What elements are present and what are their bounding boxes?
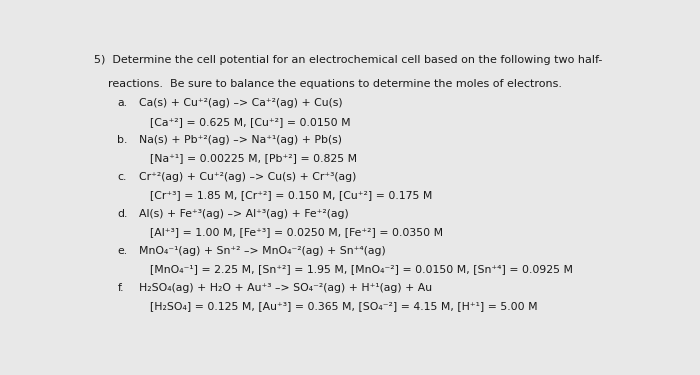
Text: a.: a. — [118, 98, 127, 108]
Text: reactions.  Be sure to balance the equations to determine the moles of electrons: reactions. Be sure to balance the equati… — [94, 79, 562, 89]
Text: H₂SO₄(ag) + H₂O + Au⁺³ –> SO₄⁻²(ag) + H⁺¹(ag) + Au: H₂SO₄(ag) + H₂O + Au⁺³ –> SO₄⁻²(ag) + H⁺… — [139, 283, 432, 293]
Text: Ca(s) + Cu⁺²(ag) –> Ca⁺²(ag) + Cu(s): Ca(s) + Cu⁺²(ag) –> Ca⁺²(ag) + Cu(s) — [139, 98, 343, 108]
Text: [Ca⁺²] = 0.625 M, [Cu⁺²] = 0.0150 M: [Ca⁺²] = 0.625 M, [Cu⁺²] = 0.0150 M — [150, 117, 351, 127]
Text: [Cr⁺³] = 1.85 M, [Cr⁺²] = 0.150 M, [Cu⁺²] = 0.175 M: [Cr⁺³] = 1.85 M, [Cr⁺²] = 0.150 M, [Cu⁺²… — [150, 190, 433, 201]
Text: Na(s) + Pb⁺²(ag) –> Na⁺¹(ag) + Pb(s): Na(s) + Pb⁺²(ag) –> Na⁺¹(ag) + Pb(s) — [139, 135, 342, 146]
Text: f.: f. — [118, 283, 124, 293]
Text: [H₂SO₄] = 0.125 M, [Au⁺³] = 0.365 M, [SO₄⁻²] = 4.15 M, [H⁺¹] = 5.00 M: [H₂SO₄] = 0.125 M, [Au⁺³] = 0.365 M, [SO… — [150, 302, 538, 311]
Text: Cr⁺²(ag) + Cu⁺²(ag) –> Cu(s) + Cr⁺³(ag): Cr⁺²(ag) + Cu⁺²(ag) –> Cu(s) + Cr⁺³(ag) — [139, 172, 356, 182]
Text: c.: c. — [118, 172, 127, 182]
Text: [Al⁺³] = 1.00 M, [Fe⁺³] = 0.0250 M, [Fe⁺²] = 0.0350 M: [Al⁺³] = 1.00 M, [Fe⁺³] = 0.0250 M, [Fe⁺… — [150, 228, 443, 237]
Text: 5)  Determine the cell potential for an electrochemical cell based on the follow: 5) Determine the cell potential for an e… — [94, 55, 603, 65]
Text: Al(s) + Fe⁺³(ag) –> Al⁺³(ag) + Fe⁺²(ag): Al(s) + Fe⁺³(ag) –> Al⁺³(ag) + Fe⁺²(ag) — [139, 209, 349, 219]
Text: e.: e. — [118, 246, 127, 256]
Text: [MnO₄⁻¹] = 2.25 M, [Sn⁺²] = 1.95 M, [MnO₄⁻²] = 0.0150 M, [Sn⁺⁴] = 0.0925 M: [MnO₄⁻¹] = 2.25 M, [Sn⁺²] = 1.95 M, [MnO… — [150, 264, 573, 274]
Text: [Na⁺¹] = 0.00225 M, [Pb⁺²] = 0.825 M: [Na⁺¹] = 0.00225 M, [Pb⁺²] = 0.825 M — [150, 154, 357, 164]
Text: b.: b. — [118, 135, 127, 146]
Text: d.: d. — [118, 209, 127, 219]
Text: MnO₄⁻¹(ag) + Sn⁺² –> MnO₄⁻²(ag) + Sn⁺⁴(ag): MnO₄⁻¹(ag) + Sn⁺² –> MnO₄⁻²(ag) + Sn⁺⁴(a… — [139, 246, 386, 256]
